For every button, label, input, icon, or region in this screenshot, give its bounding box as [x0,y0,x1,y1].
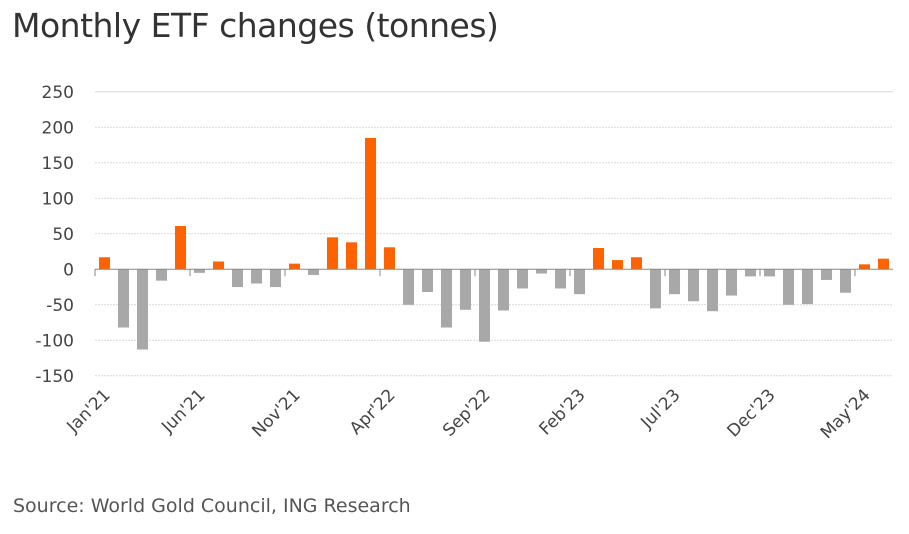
x-tick-label: Jun'21 [157,385,209,437]
bar-Jan22 [326,237,339,270]
bar-Dec22 [535,269,548,274]
bar-Jan24 [782,269,795,305]
x-tick-label: Sep'22 [439,385,494,440]
bar-Dec21 [307,269,320,275]
bar-Dec23 [763,269,776,277]
bar-Sep21 [250,269,263,284]
bar-May21 [174,225,187,270]
bar-Mar24 [820,269,833,280]
bar-Jul22 [440,269,453,328]
y-tick-label: -150 [35,367,74,387]
bar-Jun23 [649,269,662,309]
bar-Apr21 [155,269,168,281]
bar-Jul21 [212,261,225,270]
x-tick-label: Jan'21 [63,385,115,437]
bar-Oct22 [497,269,510,311]
bar-May23 [630,257,643,270]
y-tick-label: 100 [42,189,74,209]
y-tick-label: 0 [63,260,74,280]
bar-Feb22 [345,242,358,270]
bar-Jan23 [554,269,567,289]
bar-Oct21 [269,269,282,288]
bar-Jun21 [193,269,206,273]
bar-Jun22 [421,269,434,293]
bar-Feb23 [573,269,586,295]
bar-Sep22 [478,269,491,342]
x-tick-label: Nov'21 [248,385,304,441]
bar-Jan21 [98,257,111,270]
source-note: Source: World Gold Council, ING Research [13,495,411,517]
bar-Mar21 [136,269,149,350]
bar-Apr23 [611,260,624,270]
bar-Aug22 [459,269,472,310]
x-tick-label: Dec'23 [724,385,780,441]
bar-Mar22 [364,137,377,270]
y-tick-label: 150 [42,154,74,174]
y-tick-label: 50 [52,225,74,245]
x-tick-label: May'24 [817,385,875,443]
y-tick-label: -50 [46,296,74,316]
bar-Nov21 [288,263,301,270]
bar-Nov22 [516,269,529,289]
bar-May22 [402,269,415,305]
bar-Jul23 [668,269,681,295]
y-tick-label: 250 [42,83,74,103]
bar-Mar23 [592,248,605,270]
bar-May24 [858,264,871,270]
x-tick-label: Jul'23 [637,385,685,433]
bar-Sep23 [706,269,719,312]
bar-Jun24 [877,258,890,270]
bar-Aug23 [687,269,700,302]
bar-Apr24 [839,269,852,293]
x-tick-label: Apr'22 [346,385,400,439]
bar-Aug21 [231,269,244,288]
bar-Nov23 [744,269,757,277]
chart-title: Monthly ETF changes (tonnes) [12,6,499,45]
y-tick-label: -100 [35,331,74,351]
bar-Feb24 [801,269,814,305]
y-tick-label: 200 [42,118,74,138]
bar-Feb21 [117,269,130,328]
bar-Oct23 [725,269,738,296]
x-tick-label: Feb'23 [536,385,590,439]
bar-Apr22 [383,247,396,270]
